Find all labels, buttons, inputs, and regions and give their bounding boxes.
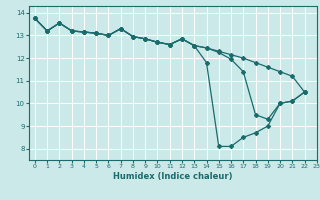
X-axis label: Humidex (Indice chaleur): Humidex (Indice chaleur) xyxy=(113,172,233,181)
